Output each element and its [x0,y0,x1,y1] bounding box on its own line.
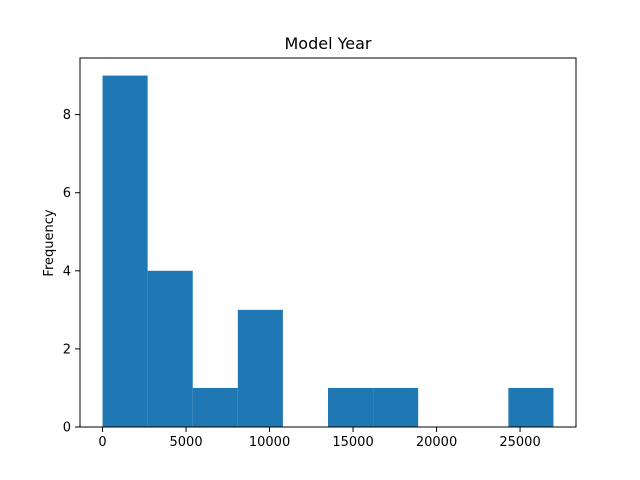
histogram-bar [237,309,283,427]
x-tick-label: 15000 [332,435,373,450]
plot-frame [79,57,577,428]
histogram-bar [373,387,419,427]
y-tick-label: 8 [63,108,71,123]
y-tick-label: 4 [63,264,71,279]
x-tick-label: 10000 [249,435,290,450]
histogram-bar [192,387,238,427]
x-tick-label: 25000 [499,435,540,450]
x-tick-label: 0 [98,435,106,450]
histogram-bar [508,387,554,427]
y-tick-label: 6 [63,186,71,201]
x-axis-ticks: 0 5000 10000 15000 20000 25000 [98,427,541,450]
histogram-bar [147,270,193,427]
chart-title: Model Year [285,34,372,53]
y-tick-label: 2 [63,342,71,357]
x-tick-label: 20000 [416,435,457,450]
y-axis-label: Frequency [42,209,57,276]
y-axis-ticks: 0 2 4 6 8 [63,108,80,436]
histogram-bar [102,75,148,428]
x-tick-label: 5000 [170,435,203,450]
bars-group [102,75,554,428]
histogram-bar [328,387,374,427]
y-tick-label: 0 [63,421,71,436]
